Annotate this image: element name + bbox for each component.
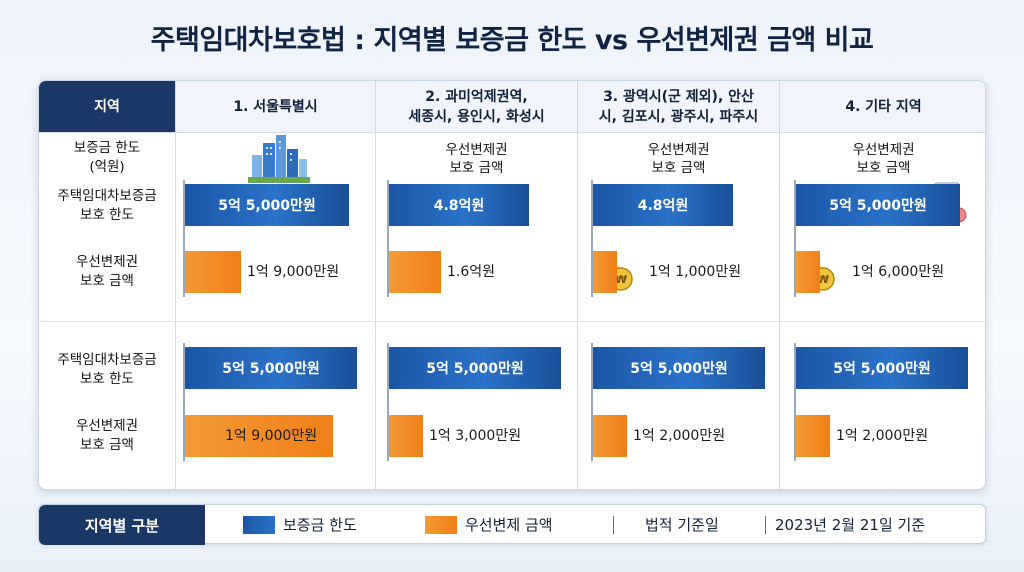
bar-value-label: 5억 5,000만원 (222, 361, 320, 377)
column-header-other: 4. 기타 지역 (780, 81, 985, 133)
column-header-seoul: 1. 서울특별시 (176, 81, 375, 133)
page-title: 주택임대차보호법 : 지역별 보증금 한도 vs 우선변제권 금액 비교 (150, 25, 874, 56)
region-header: 지역 (39, 81, 175, 133)
legend-separator (765, 516, 766, 534)
bar-priority-amount (593, 251, 617, 293)
bar-value-label: 1억 1,000만원 (649, 264, 742, 280)
bar-baseline (591, 343, 593, 461)
bar-baseline (794, 343, 796, 461)
bar-value-label: 1억 9,000만원 (247, 264, 340, 280)
legend-swatch-deposit (243, 516, 275, 534)
bar-deposit-limit: 4.8억원 (593, 184, 733, 226)
row-label-unit: 보증금 한도 (억원) (73, 140, 141, 175)
bar-value-label: 5억 5,000만원 (426, 361, 524, 377)
legend-basis-label: 법적 기준일 (645, 516, 719, 534)
column-subhead: 우선변제권 보호 금액 (445, 142, 508, 176)
legend-title: 지역별 구분 (39, 505, 205, 545)
column-subhead: 우선변제권 보호 금액 (852, 142, 915, 176)
row-label-priority-amount: 우선변제권 보호 금액 (75, 254, 139, 289)
legend-separator (613, 516, 614, 534)
bar-value-label: 5억 5,000만원 (833, 361, 931, 377)
comparison-table: 지역 1. 서울특별시 2. 과미억제권역, 세종시, 용인시, 화성시 3. … (38, 80, 986, 490)
bar-priority-amount (796, 251, 820, 293)
bar-value-label: 1억 3,000만원 (429, 428, 522, 444)
row-label-deposit-limit: 주택임대차보증금 보호 한도 (57, 188, 157, 223)
grid-line (577, 81, 578, 489)
bar-value-label: 1억 6,000만원 (852, 264, 945, 280)
bar-baseline (387, 180, 389, 297)
row-label-deposit-limit: 주택임대차보증금 보호 한도 (57, 352, 157, 387)
bar-baseline (387, 343, 389, 461)
bar-deposit-limit: 5억 5,000만원 (796, 184, 960, 226)
grid-line (779, 81, 780, 489)
bar-priority-amount (593, 415, 627, 457)
bar-deposit-limit: 4.8억원 (389, 184, 529, 226)
grid-line (375, 81, 376, 489)
bar-deposit-limit: 5억 5,000만원 (185, 184, 349, 226)
section-divider (39, 321, 985, 322)
grid-line (175, 81, 176, 489)
legend-swatch-priority (425, 516, 457, 534)
bar-value-label: 5억 5,000만원 (630, 361, 728, 377)
row-label-priority-amount: 우선변제권 보호 금액 (75, 418, 139, 453)
bar-deposit-limit: 5억 5,000만원 (796, 347, 968, 389)
bar-priority-amount (389, 251, 441, 293)
bar-baseline (591, 180, 593, 297)
bar-priority-amount (185, 415, 333, 457)
legend-label-deposit: 보증금 한도 (283, 516, 357, 534)
city-buildings-icon (248, 135, 310, 183)
bar-deposit-limit: 5억 5,000만원 (593, 347, 765, 389)
column-header-metro: 3. 광역시(군 제외), 안산 시, 김포시, 광주시, 파주시 (578, 81, 779, 133)
legend-date-label: 2023년 2월 21일 기준 (775, 516, 926, 534)
column-header-overcrowded: 2. 과미억제권역, 세종시, 용인시, 화성시 (376, 81, 577, 133)
bar-value-label: 1억 2,000만원 (633, 428, 726, 444)
legend-label-priority: 우선변제 금액 (465, 516, 553, 534)
bar-baseline (794, 180, 796, 297)
bar-baseline (183, 180, 185, 297)
bar-value-label: 1.6억원 (447, 264, 496, 280)
svg-text:₩: ₩ (615, 273, 627, 286)
bar-priority-amount (796, 415, 830, 457)
bar-priority-amount (185, 251, 241, 293)
column-subhead: 우선변제권 보호 금액 (647, 142, 710, 176)
bar-priority-amount (389, 415, 423, 457)
bar-value-label: 1억 2,000만원 (836, 428, 929, 444)
bar-value-label: 4.8억원 (637, 198, 689, 214)
legend: 지역별 구분 보증금 한도 우선변제 금액 법적 기준일 2023년 2월 21… (38, 504, 986, 545)
bar-deposit-limit: 5억 5,000만원 (389, 347, 561, 389)
bar-baseline (183, 343, 185, 461)
bar-value-label: 4.8억원 (433, 198, 485, 214)
bar-deposit-limit: 5억 5,000만원 (185, 347, 357, 389)
bar-value-label: 1억 9,000만원 (225, 428, 318, 444)
bar-value-label: 5억 5,000만원 (829, 198, 927, 214)
bar-value-label: 5억 5,000만원 (218, 198, 316, 214)
